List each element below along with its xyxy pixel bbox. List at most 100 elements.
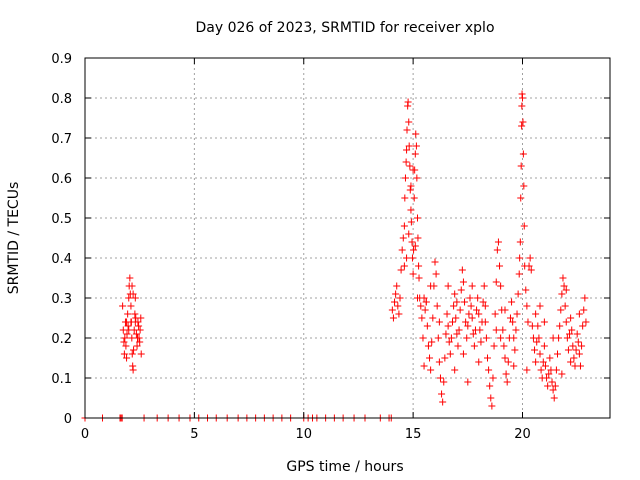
data-point [408,238,416,246]
data-point [490,342,498,350]
x-tick-label: 20 [514,427,531,442]
data-point [126,274,134,282]
data-point [418,314,426,322]
data-point [484,354,491,362]
data-point [469,330,477,338]
data-point [406,162,414,170]
data-point [474,294,482,302]
data-point [488,402,496,410]
data-point [407,182,415,190]
data-point [453,330,461,338]
data-point [519,118,527,126]
data-point [399,234,407,242]
data-point [575,310,583,318]
data-point [454,342,462,350]
data-point [581,294,589,302]
data-point [549,386,557,394]
data-point [392,290,400,298]
data-point [580,306,588,314]
data-point [527,266,535,274]
data-point [128,282,136,290]
data-point [493,246,501,254]
data-point [541,362,549,370]
data-point [545,370,553,378]
y-tick-label: 0.9 [51,52,72,67]
data-point [434,334,442,342]
data-point [435,358,443,366]
data-point [517,194,525,202]
data-point [401,174,409,182]
data-point [550,394,558,402]
data-point [525,262,533,270]
data-point [524,318,532,326]
data-point [131,318,139,326]
data-point [543,374,551,382]
data-point [389,314,397,322]
data-point [122,342,130,350]
data-point [456,306,464,314]
data-point [441,354,449,362]
data-point [452,314,460,322]
data-point [414,234,422,242]
data-point [125,326,133,334]
x-axis-label: GPS time / hours [286,459,403,475]
data-point [564,346,572,354]
data-point [412,130,420,138]
y-axis-label: SRMTID / TECUs [6,182,22,295]
data-point [504,358,512,366]
data-point [567,358,575,366]
data-point [123,330,131,338]
data-point [403,126,411,134]
data-point [427,366,435,374]
data-point [429,314,437,322]
data-point [519,150,527,158]
y-tick-label: 0.8 [51,92,72,107]
x-tick-label: 10 [295,427,312,442]
data-point [403,146,411,154]
data-point [502,370,510,378]
data-point [396,294,404,302]
data-point [575,350,583,358]
data-point [393,282,401,290]
data-point [408,254,416,262]
data-point [407,206,415,214]
data-point [412,142,420,150]
data-point [582,318,590,326]
data-point [127,302,135,310]
data-point [449,318,456,326]
data-point [494,238,502,246]
data-point [461,298,469,306]
y-tick-label: 0.4 [51,252,72,267]
data-point [497,334,505,342]
data-point [413,174,421,182]
data-point [120,350,128,358]
data-point [492,278,500,286]
data-point [400,222,408,230]
data-point [579,322,587,330]
data-point [533,338,541,346]
data-point [480,282,488,290]
data-point [556,322,564,330]
data-point [438,390,446,398]
data-point [516,238,524,246]
data-point [477,338,485,346]
data-point [523,302,531,310]
data-point [540,342,548,350]
data-point [540,318,548,326]
data-point [570,354,578,362]
data-point [519,94,526,102]
data-point [489,374,497,382]
data-point [405,142,413,150]
data-point [462,318,470,326]
gridlines [85,58,610,418]
data-point [470,342,478,350]
data-point [388,306,396,314]
data-point [407,218,415,226]
data-point [562,318,570,326]
data-point [453,298,461,306]
data-point [442,330,450,338]
data-point [492,326,500,334]
data-point [499,326,507,334]
data-point [476,326,484,334]
